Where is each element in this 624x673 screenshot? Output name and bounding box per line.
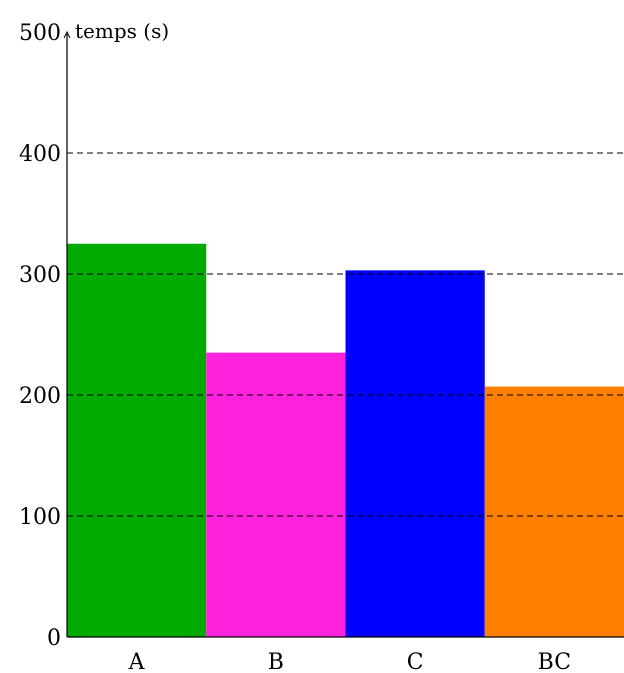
x-tick-label-c: C bbox=[407, 650, 424, 673]
y-tick-label-300: 300 bbox=[19, 263, 61, 288]
bar-bc bbox=[484, 386, 624, 637]
y-tick-label-500: 500 bbox=[19, 21, 61, 46]
y-tick-labels: 0 100 200 300 400 500 bbox=[19, 21, 61, 651]
x-tick-label-a: A bbox=[128, 650, 146, 673]
gridlines bbox=[67, 152, 624, 517]
y-tick-label-400: 400 bbox=[19, 142, 61, 167]
y-axis-title: temps (s) bbox=[75, 19, 169, 43]
bars bbox=[67, 243, 624, 637]
axes bbox=[63, 30, 624, 638]
y-axis-arrow-icon bbox=[63, 30, 71, 39]
x-category-labels: A B C BC bbox=[128, 650, 571, 673]
y-tick-label-100: 100 bbox=[19, 505, 61, 530]
x-tick-label-bc: BC bbox=[538, 650, 571, 673]
y-tick-label-0: 0 bbox=[47, 626, 61, 651]
bar-b bbox=[206, 352, 346, 637]
y-tick-label-200: 200 bbox=[19, 384, 61, 409]
bar-a bbox=[67, 243, 207, 637]
x-tick-label-b: B bbox=[268, 650, 284, 673]
bar-c bbox=[345, 270, 485, 637]
